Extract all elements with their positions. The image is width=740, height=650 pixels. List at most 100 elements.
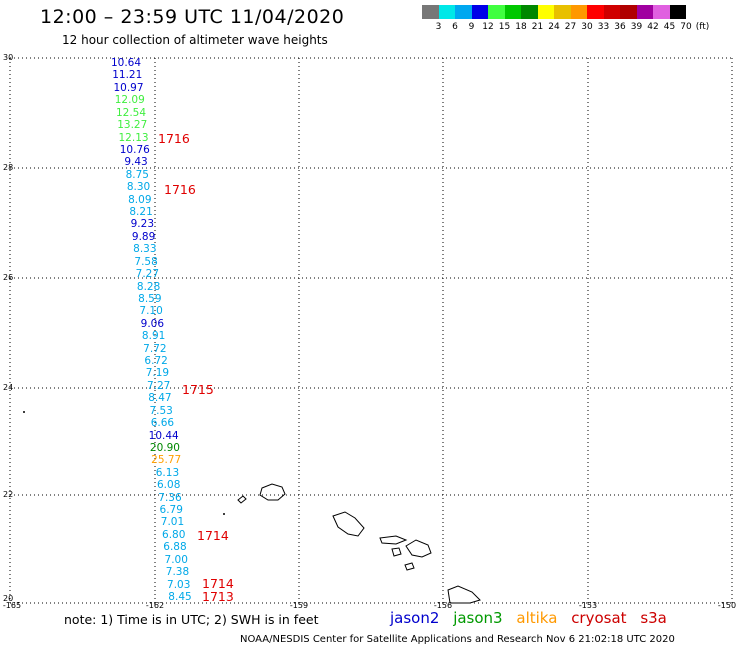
color-swatch [455,5,472,19]
color-scale-label: 30 [581,22,593,32]
wave-height-label: 8.30 [126,181,151,194]
wave-height-label: 8.75 [125,168,149,181]
lon-label: -162 [145,601,165,610]
color-scale-label: (ft) [695,22,710,32]
pass-time-label: 1714 [197,528,229,543]
color-swatch [488,5,505,19]
island-hawaii [447,585,481,604]
wave-height-label: 7.03 [167,578,191,591]
color-scale-bar [422,5,686,19]
color-swatch [587,5,604,19]
wave-height-label: 7.10 [139,305,163,318]
wave-height-label: 9.89 [131,230,156,243]
color-swatch [537,5,554,19]
color-scale-label: 27 [564,22,577,32]
wave-height-label: 12.09 [114,94,145,107]
color-swatch [504,5,521,19]
wave-height-label: 6.13 [155,466,180,479]
island-molokai [379,535,408,545]
wave-height-label: 10.64 [110,57,142,69]
page-title: 12:00 – 23:59 UTC 11/04/2020 [40,6,345,28]
pass-time-label: 1714 [202,576,234,591]
wave-height-label: 8.28 [136,280,161,293]
wave-height-label: 9.43 [124,156,148,169]
color-swatch [636,5,653,19]
wave-height-label: 6.80 [162,528,186,541]
island-kauai [259,483,286,501]
color-scale-label: 3 [435,22,442,32]
wave-height-label: 7.53 [149,404,173,417]
wave-height-label: 6.08 [156,479,181,492]
wave-height-label: 20.90 [149,441,180,454]
color-scale-label: 70 [680,22,692,32]
lat-label: 24 [3,383,14,392]
wave-height-label: 8.47 [148,392,172,405]
wave-height-label: 7.01 [160,516,185,529]
wave-height-label: 6.72 [144,355,168,368]
color-scale-label: 6 [452,22,458,32]
legend-jason2: jason2 [390,609,440,627]
wave-height-label: 12.54 [115,106,147,119]
wave-height-label: 7.00 [164,553,188,566]
lon-label: -153 [578,601,598,610]
wave-height-label: 6.79 [159,504,183,517]
color-swatch [570,5,587,19]
wave-height-label: 6.66 [150,417,175,430]
color-scale-label: 39 [630,22,643,32]
wave-height-label: 25.77 [151,454,182,467]
color-swatch [603,5,620,19]
color-swatch [653,5,670,19]
lat-label: 26 [3,273,14,282]
color-swatch [521,5,538,19]
color-scale-label: 36 [614,22,626,32]
lon-label: -159 [289,601,309,610]
grid-lines [9,57,733,604]
color-scale-label: 45 [663,22,676,32]
island-oahu [332,511,365,537]
wave-height-label: 7.27 [135,268,160,281]
lat-label: 22 [3,490,14,499]
map-dot [223,513,225,515]
wave-height-label: 10.44 [148,429,179,442]
wave-height-label: 7.36 [158,491,182,504]
wave-height-label: 7.38 [165,566,190,579]
wave-height-label: 10.97 [113,81,144,94]
lat-label: 28 [3,163,14,172]
color-scale-label: 21 [531,22,544,32]
wave-height-label: 10.76 [119,143,150,156]
color-swatch [422,5,439,19]
lon-label: -150 [717,601,737,610]
color-scale-label: 33 [597,22,610,32]
legend-s3a: s3a [640,609,667,627]
wave-height-label: 7.19 [145,367,170,380]
color-swatch [554,5,571,19]
satellite-legend: jason2 jason3 altika cryosat s3a [390,609,676,627]
lon-label: -156 [433,601,453,610]
wave-height-label: 8.91 [141,330,166,343]
island-maui [405,539,432,558]
color-swatch [438,5,455,19]
pass-time-label: 1715 [182,382,214,397]
color-swatch [620,5,637,19]
island-kahoolawe [404,562,415,571]
wave-height-label: 7.72 [143,342,167,355]
wave-height-label: 13.27 [117,119,148,132]
island-niihau [237,495,247,504]
island-lanai [391,547,402,557]
legend-jason3: jason3 [453,609,503,627]
color-scale-label: 42 [647,22,659,32]
color-scale-label: 9 [468,22,475,32]
color-scale-label: 24 [548,22,560,32]
credit-line: NOAA/NESDIS Center for Satellite Applica… [240,634,675,645]
lon-label: -165 [2,601,22,610]
wave-height-label: 11.21 [112,69,143,82]
pass-time-label: 1713 [202,589,234,604]
wave-height-label: 8.59 [138,292,162,305]
legend-cryosat: cryosat [571,609,627,627]
wave-height-label: 9.23 [130,218,155,231]
color-scale-label: 18 [515,22,527,32]
wave-height-label: 12.13 [118,131,149,144]
pass-time-label: 1716 [158,131,190,146]
wave-height-label: 8.45 [168,591,192,603]
